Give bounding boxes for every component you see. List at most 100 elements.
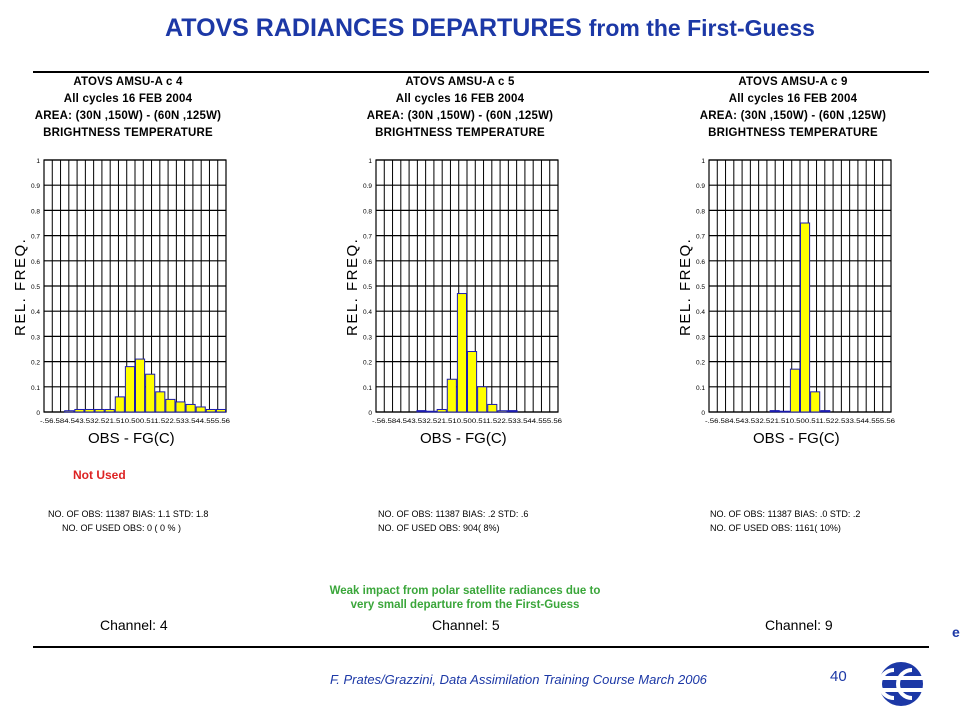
x-axis-label: OBS - FG(C) xyxy=(420,430,507,447)
chart-title-line: ATOVS AMSU-A c 4 xyxy=(73,76,183,88)
stats-obs: NO. OF OBS: 11387 BIAS: 1.1 STD: 1.8 xyxy=(48,509,209,519)
y-tick-label: 0.7 xyxy=(696,234,705,241)
y-tick-label: 0.4 xyxy=(696,309,705,316)
histogram-bar xyxy=(497,410,508,413)
chart-title-line: BRIGHTNESS TEMPERATURE xyxy=(375,127,545,139)
plot-area: 0 0.1 0.2 0.3 0.4 0.5 0.6 0.7 0.8 0.9 1 -.56.584.54… xyxy=(31,158,231,425)
histogram-bar xyxy=(456,293,467,413)
histogram-bar xyxy=(135,358,146,413)
channel-label-9: Channel: 9 xyxy=(765,617,833,633)
chart-title-line: ATOVS AMSU-A c 5 xyxy=(405,76,515,88)
y-tick-label: 0.5 xyxy=(31,284,40,291)
y-tick-label: 0.9 xyxy=(363,183,372,190)
x-axis-label: OBS - FG(C) xyxy=(753,430,840,447)
x-tick-labels: -.56.584.543.532.521.510.500.511.522.533… xyxy=(705,418,896,425)
y-tick-label: 1 xyxy=(36,158,40,165)
histogram-bar xyxy=(165,398,176,413)
stats-channel-9: NO. OF OBS: 11387 BIAS: .0 STD: .2 NO. O… xyxy=(710,507,860,535)
histogram-bar xyxy=(185,403,196,413)
y-tick-label: 0 xyxy=(36,410,40,417)
y-tick-label: 0.8 xyxy=(696,208,705,215)
histogram-bar xyxy=(800,222,811,413)
y-tick-label: 0.1 xyxy=(363,385,372,392)
y-tick-label: 0.8 xyxy=(363,208,372,215)
edge-glyph: e xyxy=(952,624,960,640)
histogram-channel-5: ATOVS AMSU-A c 5 All cycles 16 FEB 2004 … xyxy=(340,74,580,454)
stats-obs: NO. OF OBS: 11387 BIAS: .2 STD: .6 xyxy=(378,509,529,519)
y-tick-label: 0.6 xyxy=(31,259,40,266)
y-tick-label: 0.3 xyxy=(31,334,40,341)
histogram-bar xyxy=(789,368,800,413)
impact-note-line: very small departure from the First-Gues… xyxy=(350,599,580,611)
y-tick-label: 1 xyxy=(701,158,705,165)
chart-title-line: AREA: (30N ,150W) - (60N ,125W) xyxy=(366,110,554,122)
y-tick-label: 0.9 xyxy=(696,183,705,190)
chart-title-line: All cycles 16 FEB 2004 xyxy=(395,93,525,105)
top-divider xyxy=(33,71,929,73)
y-tick-label: 0.2 xyxy=(363,360,372,367)
ecmwf-logo-icon xyxy=(875,662,927,706)
slide-title-rest: from the First-Guess xyxy=(588,15,815,41)
chart-title-line: All cycles 16 FEB 2004 xyxy=(728,93,858,105)
channel-label-4: Channel: 4 xyxy=(100,617,168,633)
chart-title-line: ATOVS AMSU-A c 9 xyxy=(738,76,848,88)
y-tick-label: 0.7 xyxy=(31,234,40,241)
stats-channel-4: NO. OF OBS: 11387 BIAS: 1.1 STD: 1.8 NO.… xyxy=(48,507,208,535)
y-tick-label: 0.4 xyxy=(31,309,40,316)
histogram-bar xyxy=(155,391,166,413)
bottom-divider xyxy=(33,646,929,648)
histogram-bar xyxy=(64,410,75,413)
y-tick-label: 0.8 xyxy=(31,208,40,215)
chart-title: ATOVS AMSU-A c 4 All cycles 16 FEB 2004 … xyxy=(8,74,248,142)
y-tick-label: 0.1 xyxy=(31,385,40,392)
x-axis-label: OBS - FG(C) xyxy=(88,430,175,447)
not-used-label: Not Used xyxy=(73,468,126,482)
chart-title: ATOVS AMSU-A c 5 All cycles 16 FEB 2004 … xyxy=(340,74,580,142)
chart-title-line: BRIGHTNESS TEMPERATURE xyxy=(43,127,213,139)
histogram-bar xyxy=(145,373,156,413)
stats-used: NO. OF USED OBS: 0 ( 0 % ) xyxy=(62,523,182,533)
histogram-bar xyxy=(436,408,447,413)
plot-area: 0 0.1 0.2 0.3 0.4 0.5 0.6 0.7 0.8 0.9 1 -.56.584.54… xyxy=(363,158,563,425)
x-tick-labels: -.56.584.543.532.521.510.500.511.522.533… xyxy=(372,418,563,425)
histogram-channel-9: ATOVS AMSU-A c 9 All cycles 16 FEB 2004 … xyxy=(673,74,913,454)
histogram-bar xyxy=(446,378,457,413)
y-tick-label: 0.4 xyxy=(363,309,372,316)
impact-note: Weak impact from polar satellite radianc… xyxy=(260,584,670,612)
x-tick-labels: -.56.584.543.532.521.510.500.511.522.533… xyxy=(40,418,231,425)
histogram-bar xyxy=(195,406,206,413)
chart-title-line: All cycles 16 FEB 2004 xyxy=(63,93,193,105)
y-tick-label: 1 xyxy=(368,158,372,165)
histogram-bar xyxy=(175,401,186,413)
histogram-channel-4: ATOVS AMSU-A c 4 All cycles 16 FEB 2004 … xyxy=(8,74,248,454)
plot-area: 0 0.1 0.2 0.3 0.4 0.5 0.6 0.7 0.8 0.9 1 -.56.584.54… xyxy=(696,158,896,425)
stats-channel-5: NO. OF OBS: 11387 BIAS: .2 STD: .6 NO. O… xyxy=(378,507,528,535)
slide-title-main: ATOVS RADIANCES DEPARTURES xyxy=(165,14,582,42)
y-tick-label: 0.5 xyxy=(363,284,372,291)
stats-obs: NO. OF OBS: 11387 BIAS: .0 STD: .2 xyxy=(710,509,861,519)
y-tick-label: 0.2 xyxy=(696,360,705,367)
histogram-bar xyxy=(104,408,115,413)
impact-note-line: Weak impact from polar satellite radianc… xyxy=(329,585,601,597)
chart-title: ATOVS AMSU-A c 9 All cycles 16 FEB 2004 … xyxy=(673,74,913,142)
y-tick-label: 0.5 xyxy=(696,284,705,291)
y-tick-label: 0.6 xyxy=(696,259,705,266)
histogram-bar xyxy=(215,408,226,413)
y-tick-label: 0.2 xyxy=(31,360,40,367)
histogram-bar xyxy=(74,408,85,413)
histogram-bar xyxy=(467,351,478,413)
histogram-bar xyxy=(84,408,95,413)
histogram-bar xyxy=(477,386,488,413)
histogram-bar xyxy=(124,366,135,413)
histogram-bar xyxy=(114,396,125,413)
histogram-bar xyxy=(94,408,105,413)
stats-used: NO. OF USED OBS: 904( 8%) xyxy=(378,523,500,533)
y-tick-label: 0.3 xyxy=(363,334,372,341)
y-tick-label: 0.6 xyxy=(363,259,372,266)
footer-credit: F. Prates/Grazzini, Data Assimilation Tr… xyxy=(330,672,707,687)
y-tick-label: 0.1 xyxy=(696,385,705,392)
y-tick-label: 0.3 xyxy=(696,334,705,341)
slide-title: ATOVS RADIANCES DEPARTURES from the Firs… xyxy=(0,14,960,43)
chart-title-line: BRIGHTNESS TEMPERATURE xyxy=(708,127,878,139)
chart-title-line: AREA: (30N ,150W) - (60N ,125W) xyxy=(699,110,887,122)
